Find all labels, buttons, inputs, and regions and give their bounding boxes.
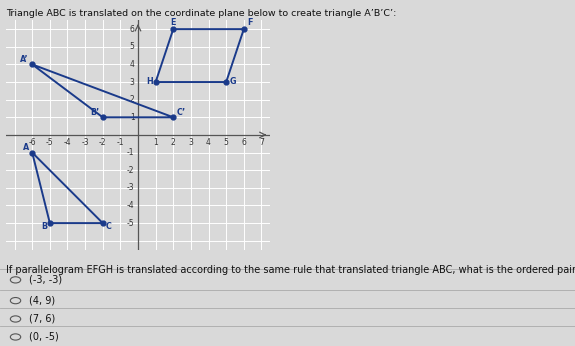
Text: -2: -2 (99, 138, 106, 147)
Text: (-3, -3): (-3, -3) (29, 275, 62, 285)
Text: -3: -3 (127, 183, 135, 192)
Text: 5: 5 (129, 42, 135, 51)
Text: If parallelogram EFGH is translated according to the same rule that translated t: If parallelogram EFGH is translated acco… (6, 265, 575, 275)
Text: E: E (171, 18, 176, 27)
Text: -1: -1 (117, 138, 124, 147)
Text: -4: -4 (127, 201, 135, 210)
Text: 1: 1 (154, 138, 158, 147)
Text: C’: C’ (177, 108, 186, 117)
Text: -2: -2 (127, 166, 135, 175)
Text: (0, -5): (0, -5) (29, 332, 59, 342)
Text: 5: 5 (224, 138, 229, 147)
Text: (7, 6): (7, 6) (29, 314, 55, 324)
Text: -1: -1 (127, 148, 135, 157)
Text: A: A (24, 143, 30, 152)
Text: -6: -6 (28, 138, 36, 147)
Text: 6: 6 (242, 138, 246, 147)
Text: 2: 2 (130, 95, 135, 104)
Text: 2: 2 (171, 138, 175, 147)
Text: 1: 1 (130, 113, 135, 122)
Text: -3: -3 (81, 138, 89, 147)
Text: B’: B’ (90, 108, 99, 117)
Text: C: C (105, 222, 111, 231)
Text: (4, 9): (4, 9) (29, 295, 55, 306)
Text: 3: 3 (189, 138, 193, 147)
Text: H: H (146, 77, 153, 86)
Text: B: B (41, 222, 47, 231)
Text: -5: -5 (127, 219, 135, 228)
Text: 3: 3 (129, 78, 135, 86)
Text: A’: A’ (20, 55, 29, 64)
Text: G: G (229, 77, 236, 86)
Text: 6: 6 (129, 25, 135, 34)
Text: 7: 7 (259, 138, 264, 147)
Text: -5: -5 (46, 138, 53, 147)
Text: -4: -4 (64, 138, 71, 147)
Text: 4: 4 (129, 60, 135, 69)
Text: F: F (247, 18, 252, 27)
Text: 4: 4 (206, 138, 211, 147)
Text: Triangle ABC is translated on the coordinate plane below to create triangle A’B’: Triangle ABC is translated on the coordi… (6, 9, 396, 18)
